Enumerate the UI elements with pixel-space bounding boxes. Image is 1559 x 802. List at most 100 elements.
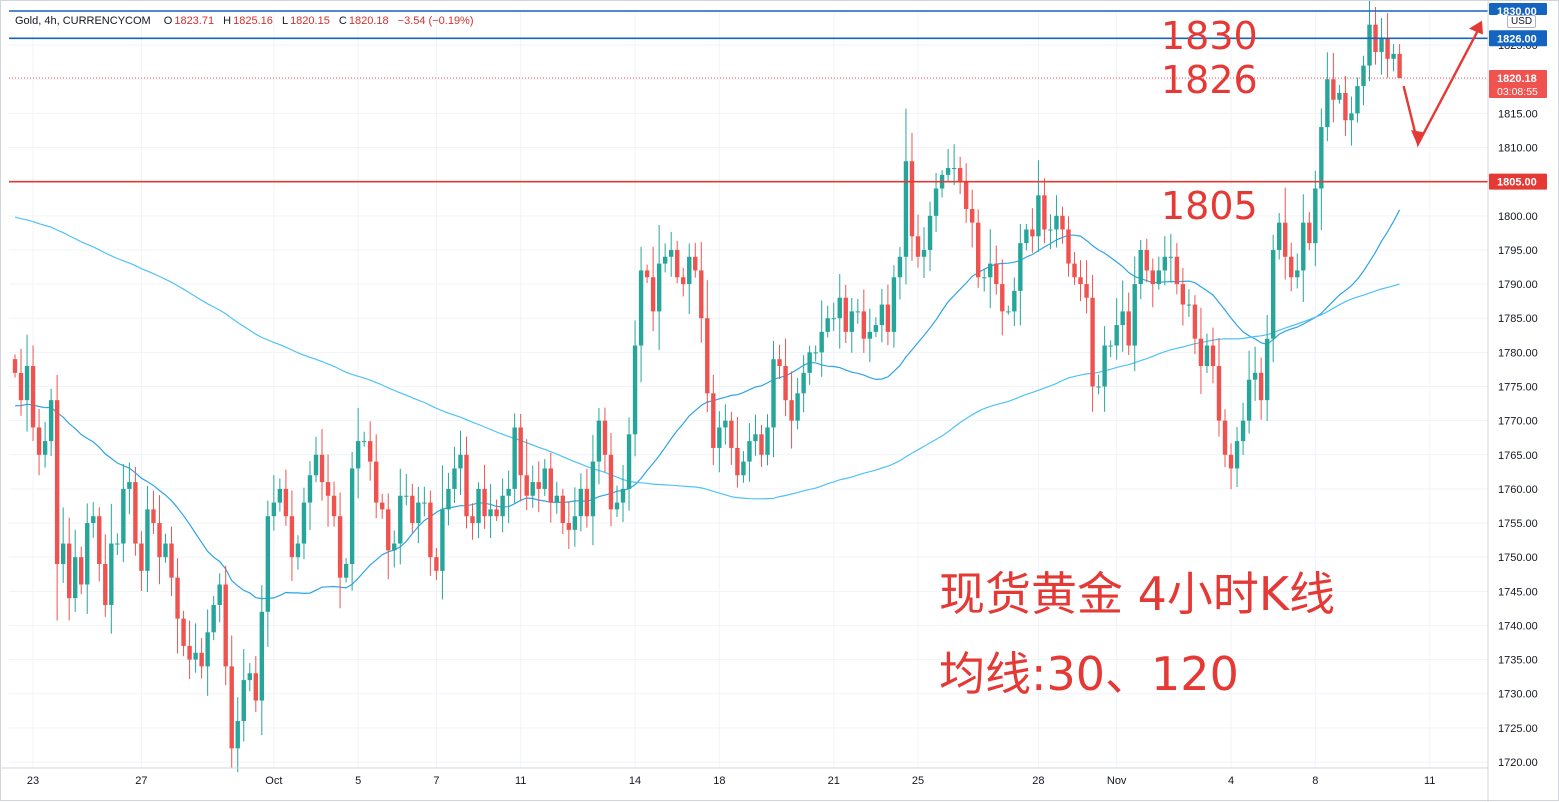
candle[interactable] [229,635,234,769]
candle[interactable] [807,345,812,385]
candle[interactable] [79,546,84,595]
candle[interactable] [1331,52,1336,123]
candle[interactable] [12,354,18,378]
candle[interactable] [1240,402,1246,455]
candle[interactable] [771,340,776,458]
symbol-label[interactable]: Gold, 4h, CURRENCYCOM [15,15,151,27]
candle[interactable] [1072,252,1077,285]
candle[interactable] [951,144,957,186]
candle[interactable] [1186,289,1192,317]
candle[interactable] [518,413,523,502]
candle[interactable] [1132,256,1137,372]
candle[interactable] [909,132,915,261]
candle[interactable] [464,436,469,529]
candle[interactable] [1168,233,1174,283]
candle[interactable] [1156,256,1161,290]
candle[interactable] [1252,346,1258,401]
candle[interactable] [42,421,48,468]
candle[interactable] [145,485,150,593]
candle[interactable] [1108,340,1113,358]
candle[interactable] [1078,260,1083,302]
candle[interactable] [488,484,493,538]
candle[interactable] [578,473,584,532]
candle[interactable] [1228,443,1234,490]
candle[interactable] [644,264,650,284]
candle[interactable] [271,475,277,531]
candle[interactable] [1018,223,1023,326]
candle[interactable] [1084,260,1089,314]
candle[interactable] [1174,243,1180,295]
candle[interactable] [1126,292,1131,355]
candle[interactable] [1343,76,1348,136]
candle[interactable] [1102,326,1107,412]
candle[interactable] [1385,13,1390,78]
candle[interactable] [404,474,409,506]
candle[interactable] [163,533,168,563]
candle[interactable] [1192,295,1198,355]
candle[interactable] [1006,305,1011,315]
candle[interactable] [121,464,126,563]
candle[interactable] [1349,96,1354,146]
candle[interactable] [355,407,361,499]
candle[interactable] [380,493,385,519]
candle[interactable] [500,478,505,533]
candle[interactable] [687,243,692,314]
candle[interactable] [127,462,132,515]
candle[interactable] [325,454,331,527]
candle[interactable] [1090,274,1095,412]
candle[interactable] [873,317,879,338]
candle[interactable] [343,558,349,583]
candle[interactable] [994,245,999,295]
candle[interactable] [921,227,927,279]
candle[interactable] [1216,337,1222,437]
candle[interactable] [181,610,186,657]
candle[interactable] [24,334,30,432]
candle[interactable] [265,500,271,647]
candle[interactable] [361,431,367,447]
candle[interactable] [1264,315,1270,421]
candle[interactable] [434,547,439,581]
currency-badge[interactable]: USD [1507,15,1537,28]
candle[interactable] [789,371,794,449]
candle[interactable] [73,529,78,612]
candle[interactable] [512,413,517,504]
candle[interactable] [1060,206,1065,244]
candle[interactable] [885,284,891,346]
candle[interactable] [235,697,240,773]
candle[interactable] [1162,236,1168,286]
candle[interactable] [819,300,824,377]
candle[interactable] [1144,238,1149,283]
candle[interactable] [699,242,704,343]
candle[interactable] [452,446,457,504]
candle[interactable] [584,468,590,528]
candle[interactable] [1180,267,1186,326]
candle[interactable] [331,481,337,527]
candle[interactable] [662,243,668,273]
candle[interactable] [392,530,397,568]
candle[interactable] [1391,44,1396,72]
candle[interactable] [831,302,836,331]
candle[interactable] [777,344,782,380]
candle[interactable] [1295,253,1300,289]
candle[interactable] [1258,357,1264,420]
candle[interactable] [313,436,319,483]
candle[interactable] [969,189,975,248]
candle[interactable] [915,214,921,268]
candle[interactable] [151,490,156,534]
candle[interactable] [60,507,66,583]
candle[interactable] [66,517,72,621]
candle[interactable] [897,246,903,300]
candle[interactable] [825,305,830,338]
candle[interactable] [277,478,283,512]
candle[interactable] [626,417,632,511]
candle[interactable] [1138,239,1143,300]
candle[interactable] [1361,55,1366,106]
candle[interactable] [608,432,614,527]
candle[interactable] [861,289,867,353]
candle[interactable] [97,507,102,582]
candle[interactable] [590,434,596,546]
candle[interactable] [554,481,559,514]
candle[interactable] [1024,223,1029,251]
candle[interactable] [1283,187,1288,280]
